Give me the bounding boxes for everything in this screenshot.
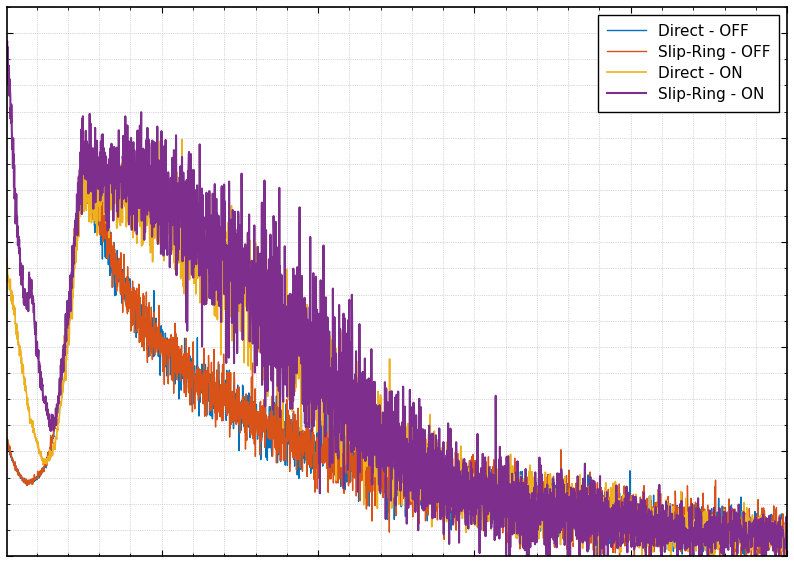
Direct - OFF [137, 324, 147, 331]
Direct - ON [782, 535, 792, 542]
Direct - ON [137, 198, 147, 204]
Slip-Ring - ON [768, 519, 777, 526]
Direct - ON [684, 548, 693, 555]
Direct - OFF [768, 528, 777, 534]
Slip-Ring - ON [501, 553, 511, 560]
Slip-Ring - OFF [335, 419, 345, 426]
Slip-Ring - OFF [91, 194, 101, 201]
Direct - OFF [684, 519, 693, 525]
Slip-Ring - OFF [768, 543, 777, 549]
Slip-Ring - OFF [2, 437, 12, 444]
Direct - OFF [84, 147, 94, 154]
Line: Direct - OFF: Direct - OFF [7, 150, 787, 556]
Slip-Ring - ON [91, 142, 101, 149]
Slip-Ring - ON [782, 553, 792, 560]
Direct - OFF [335, 457, 345, 464]
Slip-Ring - OFF [137, 328, 147, 335]
Direct - ON [177, 136, 187, 143]
Line: Direct - ON: Direct - ON [7, 140, 787, 556]
Direct - OFF [91, 200, 101, 207]
Slip-Ring - OFF [684, 534, 693, 540]
Slip-Ring - OFF [302, 419, 311, 426]
Direct - OFF [592, 553, 602, 560]
Direct - ON [2, 256, 12, 262]
Slip-Ring - OFF [86, 138, 95, 145]
Direct - ON [335, 394, 345, 401]
Direct - OFF [302, 450, 311, 457]
Slip-Ring - OFF [576, 553, 585, 560]
Legend: Direct - OFF, Slip-Ring - OFF, Direct - ON, Slip-Ring - ON: Direct - OFF, Slip-Ring - OFF, Direct - … [598, 15, 780, 111]
Direct - OFF [2, 435, 12, 441]
Slip-Ring - ON [684, 533, 693, 539]
Direct - ON [302, 373, 311, 379]
Slip-Ring - ON [137, 190, 147, 197]
Slip-Ring - ON [335, 325, 345, 332]
Slip-Ring - ON [2, 38, 12, 44]
Line: Slip-Ring - OFF: Slip-Ring - OFF [7, 141, 787, 556]
Slip-Ring - OFF [782, 533, 792, 539]
Direct - ON [768, 532, 777, 539]
Direct - OFF [782, 545, 792, 552]
Line: Slip-Ring - ON: Slip-Ring - ON [7, 41, 787, 556]
Slip-Ring - ON [302, 311, 311, 318]
Direct - ON [91, 175, 101, 181]
Direct - ON [638, 553, 647, 560]
Slip-Ring - ON [2, 39, 12, 46]
